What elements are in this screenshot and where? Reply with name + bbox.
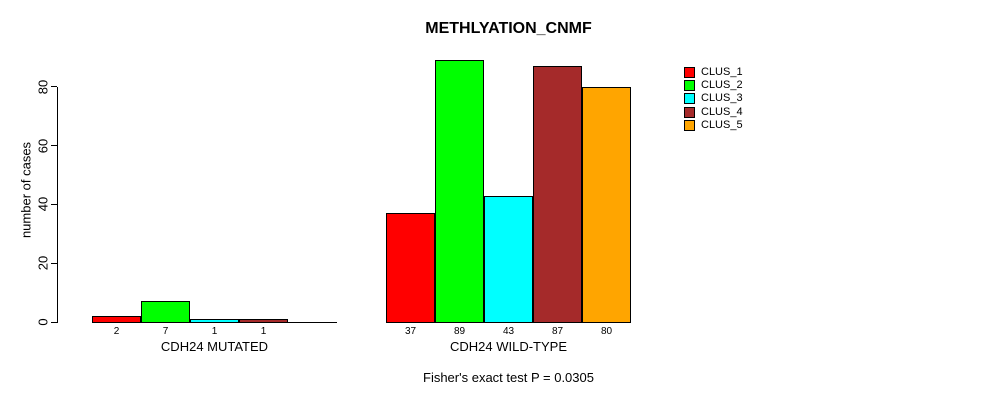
bar-clus_1 xyxy=(386,213,435,323)
legend-swatch xyxy=(684,93,695,105)
bar-clus_2 xyxy=(435,60,484,323)
bar-clus_4 xyxy=(533,66,582,323)
bar-value-label: 89 xyxy=(453,326,466,337)
bar-clus_2 xyxy=(141,301,190,323)
bar-value-label: 2 xyxy=(113,326,120,337)
y-axis-line xyxy=(57,87,58,323)
bar-value-label: 1 xyxy=(211,326,218,337)
chart-subtitle: Fisher's exact test P = 0.0305 xyxy=(423,370,594,385)
legend-label: CLUS_1 xyxy=(701,66,743,79)
bar-value-label: 1 xyxy=(260,326,267,337)
y-tick-label: 80 xyxy=(35,79,51,95)
legend-swatch xyxy=(684,119,695,131)
bar-value-label: 7 xyxy=(162,326,169,337)
legend-label: CLUS_5 xyxy=(701,118,743,131)
legend-label: CLUS_2 xyxy=(701,79,743,92)
bar-value-label: 43 xyxy=(502,326,515,337)
bar-clus_3 xyxy=(484,196,533,323)
legend-label: CLUS_4 xyxy=(701,105,743,118)
legend-item: CLUS_1 xyxy=(684,66,743,79)
group-label: CDH24 MUTATED xyxy=(160,339,269,354)
bar-value-label: 80 xyxy=(600,326,613,337)
legend-item: CLUS_2 xyxy=(684,79,743,92)
y-tick xyxy=(51,321,57,323)
bar-clus_4 xyxy=(239,319,288,323)
bar-clus_3 xyxy=(190,319,239,323)
legend-swatch xyxy=(684,106,695,118)
bar-clus_1 xyxy=(92,316,141,323)
legend: CLUS_1 CLUS_2 CLUS_3 CLUS_4 CLUS_5 xyxy=(684,66,743,132)
legend-item: CLUS_5 xyxy=(684,119,743,132)
bar-clus_5 xyxy=(582,87,631,323)
chart-title: METHLYATION_CNMF xyxy=(425,20,592,37)
y-tick-label: 20 xyxy=(35,255,51,271)
bar-value-label: 87 xyxy=(551,326,564,337)
group-label: CDH24 WILD-TYPE xyxy=(449,339,568,354)
y-tick-label: 40 xyxy=(35,197,51,212)
y-tick xyxy=(51,203,57,205)
legend-item: CLUS_4 xyxy=(684,106,743,119)
y-tick-label: 0 xyxy=(35,318,51,326)
y-tick xyxy=(51,86,57,88)
legend-swatch xyxy=(684,67,695,79)
legend-label: CLUS_3 xyxy=(701,92,743,105)
legend-swatch xyxy=(684,80,695,92)
legend-item: CLUS_3 xyxy=(684,92,743,105)
y-tick xyxy=(51,262,57,264)
bar-value-label: 37 xyxy=(404,326,417,337)
y-tick xyxy=(51,145,57,147)
y-tick-label: 60 xyxy=(35,138,51,153)
